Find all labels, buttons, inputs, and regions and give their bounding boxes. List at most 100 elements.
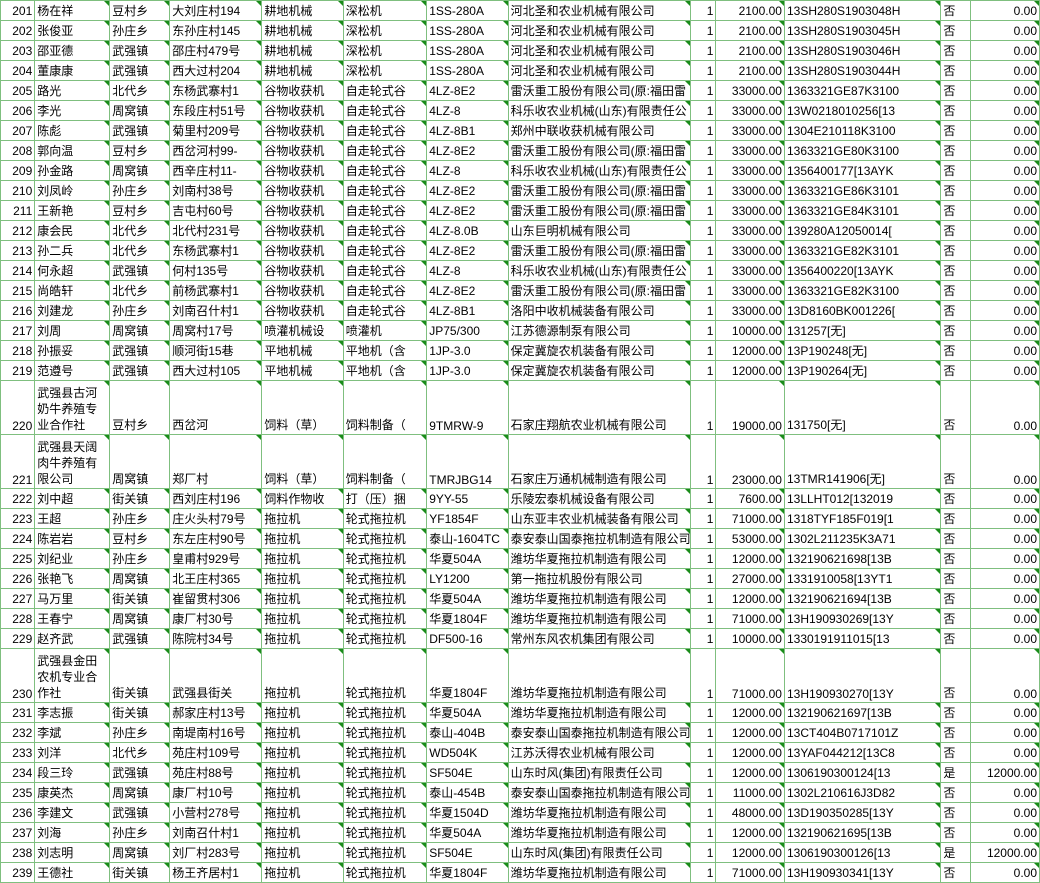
cell: 康英杰 bbox=[35, 783, 110, 803]
cell: 131257[无] bbox=[784, 321, 940, 341]
cell: 1 bbox=[690, 783, 716, 803]
cell: 喷灌机 bbox=[343, 321, 427, 341]
cell: 江苏沃得农业机械有限公司 bbox=[508, 743, 690, 763]
cell: 13H190930341[13Y bbox=[784, 863, 940, 883]
cell: 刘海 bbox=[35, 823, 110, 843]
cell: 周窝镇 bbox=[110, 783, 170, 803]
cell: 2100.00 bbox=[716, 21, 785, 41]
cell: 西岔河村99- bbox=[170, 141, 262, 161]
cell: 周窝镇 bbox=[110, 843, 170, 863]
cell: 71000.00 bbox=[716, 609, 785, 629]
table-row: 222刘中超街关镇西刘庄村196饲料作物收打（压）捆9YY-55乐陵宏泰机械设备… bbox=[1, 489, 1040, 509]
cell: 33000.00 bbox=[716, 121, 785, 141]
cell: 小营村278号 bbox=[170, 803, 262, 823]
cell: 1 bbox=[690, 629, 716, 649]
cell: 街关镇 bbox=[110, 863, 170, 883]
row-number: 221 bbox=[1, 435, 35, 489]
cell: 泰安泰山国泰拖拉机制造有限公司 bbox=[508, 529, 690, 549]
cell: 1363321GE82K3100 bbox=[784, 281, 940, 301]
cell: 0.00 bbox=[971, 649, 1040, 703]
cell: 是 bbox=[941, 763, 971, 783]
cell: 范遵号 bbox=[35, 361, 110, 381]
cell: 王春宁 bbox=[35, 609, 110, 629]
cell: 1 bbox=[690, 529, 716, 549]
row-number: 228 bbox=[1, 609, 35, 629]
row-number: 219 bbox=[1, 361, 35, 381]
cell: 1 bbox=[690, 161, 716, 181]
cell: 1363321GE86K3101 bbox=[784, 181, 940, 201]
cell: 潍坊华夏拖拉机制造有限公司 bbox=[508, 703, 690, 723]
cell: 13D8160BK001226[ bbox=[784, 301, 940, 321]
cell: 东杨武寨村1 bbox=[170, 81, 262, 101]
cell: DF500-16 bbox=[427, 629, 508, 649]
cell: 潍坊华夏拖拉机制造有限公司 bbox=[508, 589, 690, 609]
cell: 何永超 bbox=[35, 261, 110, 281]
cell: 乐陵宏泰机械设备有限公司 bbox=[508, 489, 690, 509]
table-row: 237刘海孙庄乡刘南召什村1拖拉机轮式拖拉机华夏504A潍坊华夏拖拉机制造有限公… bbox=[1, 823, 1040, 843]
cell: 武强县古河奶牛养殖专业合作社 bbox=[35, 381, 110, 435]
cell: 街关镇 bbox=[110, 589, 170, 609]
cell: 拖拉机 bbox=[262, 723, 343, 743]
cell: 武强镇 bbox=[110, 261, 170, 281]
cell: 0.00 bbox=[971, 783, 1040, 803]
cell: 科乐收农业机械(山东)有限责任公 bbox=[508, 101, 690, 121]
cell: 4LZ-8 bbox=[427, 161, 508, 181]
cell: 庄火头村79号 bbox=[170, 509, 262, 529]
cell: 郑州中联收获机械有限公司 bbox=[508, 121, 690, 141]
cell: 否 bbox=[941, 221, 971, 241]
cell: 0.00 bbox=[971, 743, 1040, 763]
table-row: 206李光周窝镇东段庄村51号谷物收获机自走轮式谷4LZ-8科乐收农业机械(山东… bbox=[1, 101, 1040, 121]
cell: 1 bbox=[690, 569, 716, 589]
row-number: 201 bbox=[1, 1, 35, 21]
cell: 东左庄村90号 bbox=[170, 529, 262, 549]
cell: 李斌 bbox=[35, 723, 110, 743]
cell: 否 bbox=[941, 629, 971, 649]
cell: 1 bbox=[690, 803, 716, 823]
cell: 西刘庄村196 bbox=[170, 489, 262, 509]
cell: 自走轮式谷 bbox=[343, 141, 427, 161]
cell: 1306190300126[13 bbox=[784, 843, 940, 863]
cell: 13P190264[无] bbox=[784, 361, 940, 381]
cell: 轮式拖拉机 bbox=[343, 549, 427, 569]
cell: 1 bbox=[690, 549, 716, 569]
cell: 饲料制备（ bbox=[343, 435, 427, 489]
cell: 0.00 bbox=[971, 181, 1040, 201]
row-number: 232 bbox=[1, 723, 35, 743]
cell: 潍坊华夏拖拉机制造有限公司 bbox=[508, 823, 690, 843]
table-row: 212康会民北代乡北代村231号谷物收获机自走轮式谷4LZ-8.0B山东巨明机械… bbox=[1, 221, 1040, 241]
cell: 杨王齐居村1 bbox=[170, 863, 262, 883]
table-row: 220武强县古河奶牛养殖专业合作社豆村乡西岔河饲料（草）饲料制备（9TMRW-9… bbox=[1, 381, 1040, 435]
cell: 19000.00 bbox=[716, 381, 785, 435]
cell: 否 bbox=[941, 549, 971, 569]
cell: 0.00 bbox=[971, 803, 1040, 823]
cell: 吉屯村60号 bbox=[170, 201, 262, 221]
cell: 1SS-280A bbox=[427, 21, 508, 41]
cell: 孙振妥 bbox=[35, 341, 110, 361]
cell: 33000.00 bbox=[716, 241, 785, 261]
cell: 0.00 bbox=[971, 241, 1040, 261]
cell: 1 bbox=[690, 703, 716, 723]
cell: 轮式拖拉机 bbox=[343, 509, 427, 529]
table-row: 230武强县金田农机专业合作社街关镇武强县街关拖拉机轮式拖拉机华夏1804F潍坊… bbox=[1, 649, 1040, 703]
cell: 谷物收获机 bbox=[262, 141, 343, 161]
row-number: 210 bbox=[1, 181, 35, 201]
cell: 13YAF044212[13C8 bbox=[784, 743, 940, 763]
cell: 潍坊华夏拖拉机制造有限公司 bbox=[508, 549, 690, 569]
cell: 河北圣和农业机械有限公司 bbox=[508, 41, 690, 61]
cell: 拖拉机 bbox=[262, 703, 343, 723]
cell: 王超 bbox=[35, 509, 110, 529]
cell: 71000.00 bbox=[716, 649, 785, 703]
cell: 轮式拖拉机 bbox=[343, 823, 427, 843]
cell: 否 bbox=[941, 589, 971, 609]
table-row: 203邵亚德武强镇邵庄村479号耕地机械深松机1SS-280A河北圣和农业机械有… bbox=[1, 41, 1040, 61]
cell: JP75/300 bbox=[427, 321, 508, 341]
cell: 1 bbox=[690, 361, 716, 381]
cell: 否 bbox=[941, 723, 971, 743]
row-number: 239 bbox=[1, 863, 35, 883]
row-number: 205 bbox=[1, 81, 35, 101]
cell: 西岔河 bbox=[170, 381, 262, 435]
cell: 0.00 bbox=[971, 629, 1040, 649]
cell: 谷物收获机 bbox=[262, 101, 343, 121]
cell: 孙金路 bbox=[35, 161, 110, 181]
cell: 山东亚丰农业机械装备有限公司 bbox=[508, 509, 690, 529]
